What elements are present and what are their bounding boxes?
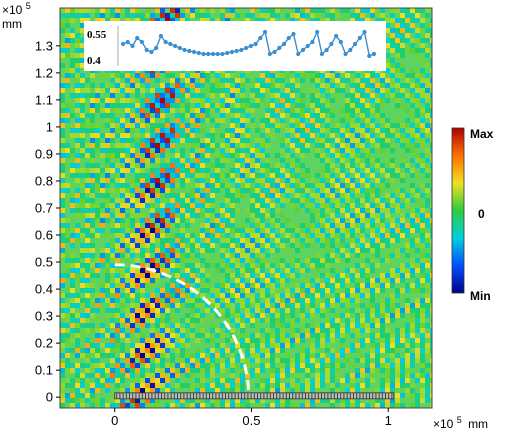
y-tick-label: 1 [46, 119, 53, 134]
inset-line-chart: 0.55 0.4 [84, 21, 386, 71]
inset-data-point [324, 47, 329, 53]
inset-data-point [139, 39, 145, 45]
inset-data-point [149, 49, 154, 55]
inset-data-point [352, 41, 358, 47]
inset-data-point [191, 49, 197, 55]
inset-data-point [130, 43, 135, 49]
x-axis-unit-label: ×10 5 mm [433, 412, 488, 430]
inset-data-point [348, 47, 353, 53]
inset-data-point [277, 45, 282, 51]
inset-data-point [362, 29, 367, 35]
inset-data-point [239, 47, 244, 53]
x-axis-ticks: 0 0.5 1 [111, 408, 392, 428]
inset-data-point [182, 47, 187, 53]
colorbar: Max 0 Min [451, 127, 494, 303]
x-axis-unit: mm [468, 417, 488, 430]
inset-data-point [281, 41, 287, 47]
inset-data-point [177, 45, 182, 51]
inset-data-point [125, 39, 130, 45]
inset-data-point [144, 47, 149, 53]
inset-data-point [135, 35, 140, 41]
inset-data-point [215, 51, 220, 57]
y-tick-label: 0.2 [35, 336, 53, 351]
inset-ytick-label: 0.4 [87, 55, 101, 67]
inset-data-point [201, 51, 206, 57]
inset-background [84, 21, 386, 71]
inset-data-point [296, 51, 301, 57]
inset-data-point [210, 51, 216, 57]
y-tick-label: 1.1 [35, 92, 53, 107]
y-tick-label: 0.8 [35, 173, 53, 188]
colorbar-gradient [451, 127, 465, 294]
colorbar-min-label: Min [470, 289, 491, 303]
x-tick-label: 1 [385, 413, 392, 428]
y-tick-label: 0.9 [35, 146, 53, 161]
x-tick-label: 0 [111, 413, 118, 428]
inset-data-point [172, 43, 178, 49]
inset-data-point [158, 33, 163, 39]
inset-data-point [163, 39, 168, 45]
y-tick-label: 0.4 [35, 282, 53, 297]
inset-data-point [315, 29, 320, 35]
inset-data-point [225, 50, 230, 56]
inset-data-point [262, 29, 268, 35]
y-tick-label: 0.1 [35, 363, 53, 378]
transducer-array-strip [114, 392, 395, 400]
inset-data-point [319, 51, 325, 57]
y-tick-label: 0.3 [35, 309, 53, 324]
y-axis-unit-label: ×10 5 mm [2, 1, 31, 31]
inset-data-point [305, 43, 310, 49]
inset-data-point [291, 31, 296, 37]
inset-data-point [286, 35, 291, 41]
inset-ytick-label: 0.55 [87, 29, 107, 41]
inset-data-point [267, 51, 272, 57]
y-tick-label: 0.6 [35, 228, 53, 243]
x-tick-label: 0.5 [242, 413, 260, 428]
y-tick-label: 0 [46, 390, 53, 405]
inset-data-point [229, 49, 235, 55]
x-axis-multiplier: ×10 [433, 417, 454, 430]
inset-data-point [168, 41, 173, 47]
y-axis-ticks: 0 0.1 0.2 0.3 0.4 0.5 0.6 0.7 0.8 0.9 1 1.1 1.2 1.3 [35, 38, 60, 405]
inset-data-point [253, 41, 258, 47]
inset-data-point [367, 53, 372, 59]
inset-data-point [206, 51, 211, 57]
y-axis-unit: mm [2, 17, 22, 31]
y-tick-label: 0.7 [35, 201, 53, 216]
y-tick-label: 0.5 [35, 255, 53, 270]
inset-data-point [343, 51, 348, 57]
inset-data-point [220, 51, 225, 57]
y-axis-multiplier: ×10 [2, 3, 23, 17]
inset-data-point [120, 41, 126, 47]
dashed-arc-annotation [114, 263, 251, 398]
inset-data-point [244, 45, 249, 51]
inset-data-point [234, 48, 239, 54]
inset-data-point [258, 35, 263, 41]
colorbar-mid-label: 0 [478, 207, 485, 221]
y-tick-label: 1.2 [35, 65, 53, 80]
inset-data-point [187, 48, 192, 54]
inset-data-point [371, 51, 377, 57]
inset-data-point [329, 41, 334, 47]
colorbar-max-label: Max [470, 127, 494, 141]
x-axis-exponent: 5 [457, 415, 462, 425]
inset-data-point [272, 49, 277, 55]
inset-data-point [300, 47, 306, 53]
svg-text:×10 5: ×10 5 [2, 1, 31, 17]
inset-data-point [310, 39, 315, 45]
inset-data-point [357, 35, 362, 41]
y-axis-exponent: 5 [26, 1, 31, 11]
y-tick-label: 1.3 [35, 38, 53, 53]
inset-data-point [334, 33, 339, 39]
inset-data-point [154, 45, 159, 51]
inset-data-point [196, 50, 201, 56]
inset-data-point [248, 43, 253, 49]
svg-text:×10 5 mm: ×10 5 mm [433, 412, 488, 430]
inset-data-point [338, 39, 343, 45]
